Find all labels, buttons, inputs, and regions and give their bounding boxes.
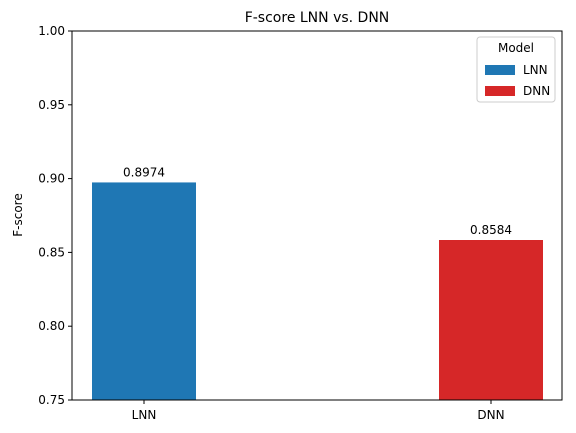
legend-swatch-dnn	[485, 86, 515, 96]
y-tick-label: 0.75	[38, 393, 65, 407]
legend-title: Model	[498, 41, 534, 55]
legend: Model LNN DNN	[476, 36, 556, 103]
bar-dnn	[439, 240, 543, 400]
chart-title: F-score LNN vs. DNN	[245, 10, 390, 26]
y-tick-label: 0.80	[38, 319, 65, 333]
legend-label-lnn: LNN	[523, 63, 548, 77]
legend-label-dnn: DNN	[523, 84, 550, 98]
x-tick-label-dnn: DNN	[477, 408, 504, 422]
legend-frame	[476, 36, 556, 103]
y-axis-label: F-score	[11, 193, 25, 236]
legend-swatch-lnn	[485, 65, 515, 75]
y-tick-label: 0.85	[38, 245, 65, 259]
plot-frame	[71, 30, 563, 401]
y-tick-label: 0.95	[38, 98, 65, 112]
y-tick-label: 0.90	[38, 172, 65, 186]
y-tick-label: 1.00	[38, 24, 65, 38]
data-label-lnn: 0.8974	[123, 165, 165, 179]
x-tick-label-lnn: LNN	[132, 408, 157, 422]
bar-lnn	[92, 182, 196, 400]
data-label-dnn: 0.8584	[470, 223, 512, 237]
